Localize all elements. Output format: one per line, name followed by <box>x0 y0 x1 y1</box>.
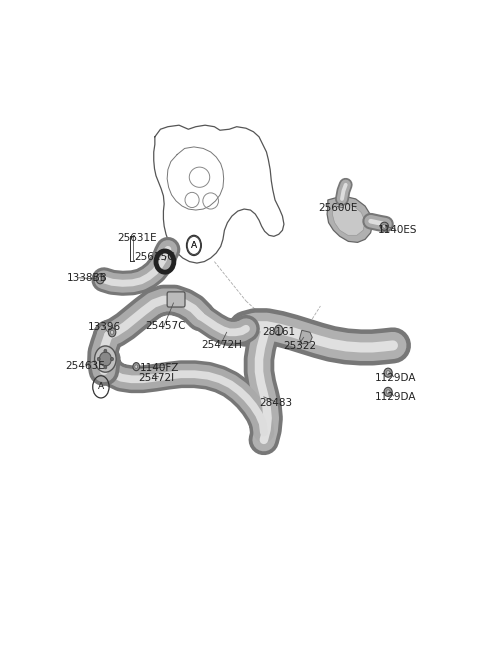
Text: 1129DA: 1129DA <box>374 373 416 382</box>
Text: 1338BB: 1338BB <box>67 274 108 283</box>
Ellipse shape <box>96 274 104 284</box>
Ellipse shape <box>386 390 390 394</box>
Text: A: A <box>98 382 104 392</box>
Ellipse shape <box>386 371 390 375</box>
Ellipse shape <box>97 358 100 361</box>
Ellipse shape <box>110 358 114 361</box>
Ellipse shape <box>135 365 138 369</box>
Ellipse shape <box>104 365 107 369</box>
Ellipse shape <box>380 222 388 230</box>
Text: 25472I: 25472I <box>138 373 174 382</box>
Text: 25631E: 25631E <box>118 233 157 243</box>
Text: A: A <box>191 241 197 250</box>
Ellipse shape <box>384 387 392 396</box>
Ellipse shape <box>108 328 116 337</box>
Text: 25600E: 25600E <box>319 203 358 213</box>
Ellipse shape <box>104 349 107 353</box>
Ellipse shape <box>383 224 386 228</box>
Text: 25322: 25322 <box>283 341 316 352</box>
Polygon shape <box>332 203 365 236</box>
Ellipse shape <box>99 352 111 366</box>
Ellipse shape <box>275 325 283 335</box>
Text: 1129DA: 1129DA <box>374 392 416 402</box>
Text: 25457C: 25457C <box>145 321 186 331</box>
Text: 25463E: 25463E <box>66 361 105 371</box>
Ellipse shape <box>98 276 102 281</box>
Text: A: A <box>191 241 197 250</box>
Text: 25615G: 25615G <box>134 251 176 262</box>
Polygon shape <box>327 196 372 242</box>
Text: 1140FZ: 1140FZ <box>140 363 180 373</box>
Ellipse shape <box>95 346 116 372</box>
Ellipse shape <box>110 330 114 335</box>
FancyBboxPatch shape <box>167 292 185 307</box>
Text: 28483: 28483 <box>259 398 292 408</box>
Ellipse shape <box>133 363 140 371</box>
Text: 25472H: 25472H <box>202 340 242 350</box>
Text: 28161: 28161 <box>263 327 296 337</box>
Text: 13396: 13396 <box>88 322 121 332</box>
Text: 1140ES: 1140ES <box>378 225 418 236</box>
Polygon shape <box>300 330 312 344</box>
Ellipse shape <box>384 368 392 377</box>
